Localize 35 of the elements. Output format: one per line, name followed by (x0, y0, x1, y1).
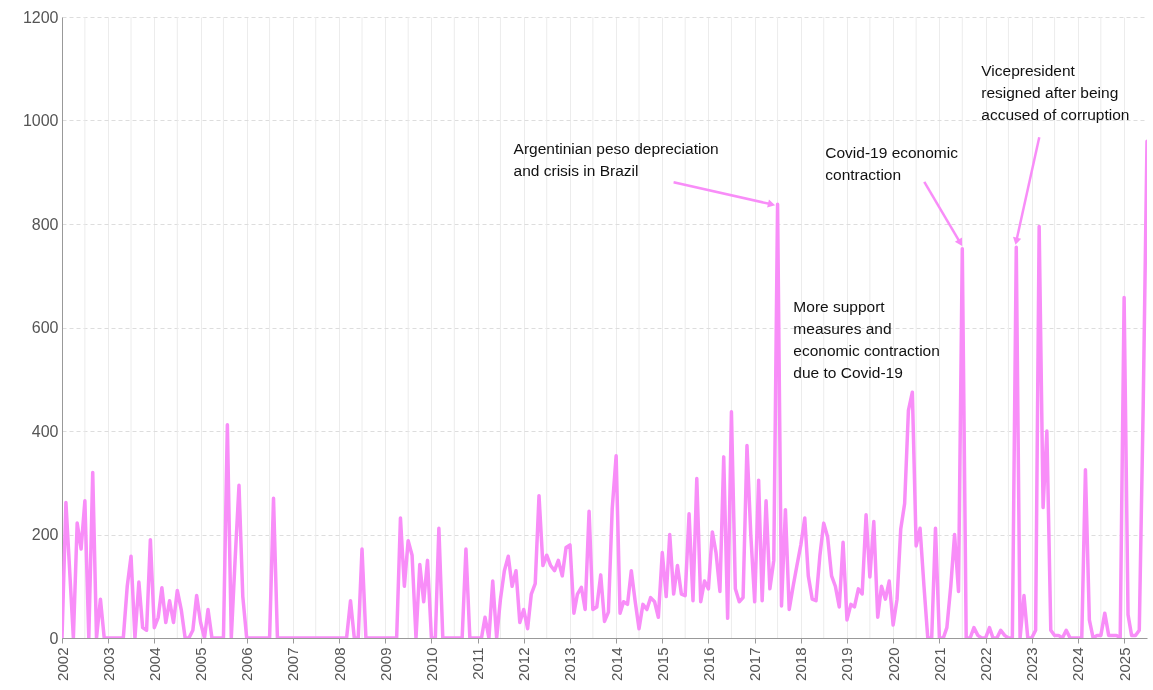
x-tick-label: 2020 (884, 647, 902, 681)
x-tick-label: 2009 (376, 647, 394, 681)
x-tick-label: 2025 (1115, 647, 1133, 681)
y-tick-label: 0 (49, 629, 59, 647)
y-tick-label: 800 (31, 215, 59, 233)
x-tick-label: 2012 (515, 647, 533, 681)
annotation: Vicepresident resigned after being accused of corruption (981, 62, 1130, 124)
x-tick-label: 2003 (99, 647, 117, 681)
x-tick-label: 2017 (746, 647, 764, 681)
x-tick-label: 2015 (653, 647, 671, 681)
x-tick-label: 2006 (238, 647, 256, 681)
x-tick-label: 2004 (145, 647, 163, 681)
y-tick-label: 1000 (22, 112, 59, 129)
x-tick-label: 2011 (469, 647, 487, 680)
x-tick-label: 2022 (977, 647, 995, 681)
x-tick-label: 2013 (561, 647, 579, 681)
y-tick-label: 1200 (22, 8, 59, 26)
x-tick-label: 2007 (284, 647, 302, 681)
x-tick-label: 2016 (699, 647, 717, 681)
x-tick-label: 2008 (330, 647, 348, 681)
x-tick-label: 2002 (53, 647, 71, 681)
x-tick-label: 2005 (192, 647, 210, 681)
x-tick-label: 2010 (422, 647, 440, 681)
y-tick-label: 600 (31, 319, 59, 336)
y-tick-label: 400 (31, 422, 59, 440)
annotation: Covid-19 economic contraction (825, 143, 959, 183)
annotation: Argentinian peso depreciation and crisis in Brazil (513, 140, 719, 180)
x-tick-label: 2021 (930, 647, 948, 681)
x-tick-label: 2018 (792, 647, 810, 681)
x-tick-label: 2014 (607, 647, 625, 681)
x-tick-label: 2019 (838, 647, 856, 681)
x-tick-label: 2024 (1069, 647, 1087, 681)
x-tick-label: 2023 (1023, 647, 1041, 681)
y-tick-label: 200 (31, 526, 59, 543)
annotation: More support measures and economic contraction due to Covid-19 (793, 298, 940, 382)
